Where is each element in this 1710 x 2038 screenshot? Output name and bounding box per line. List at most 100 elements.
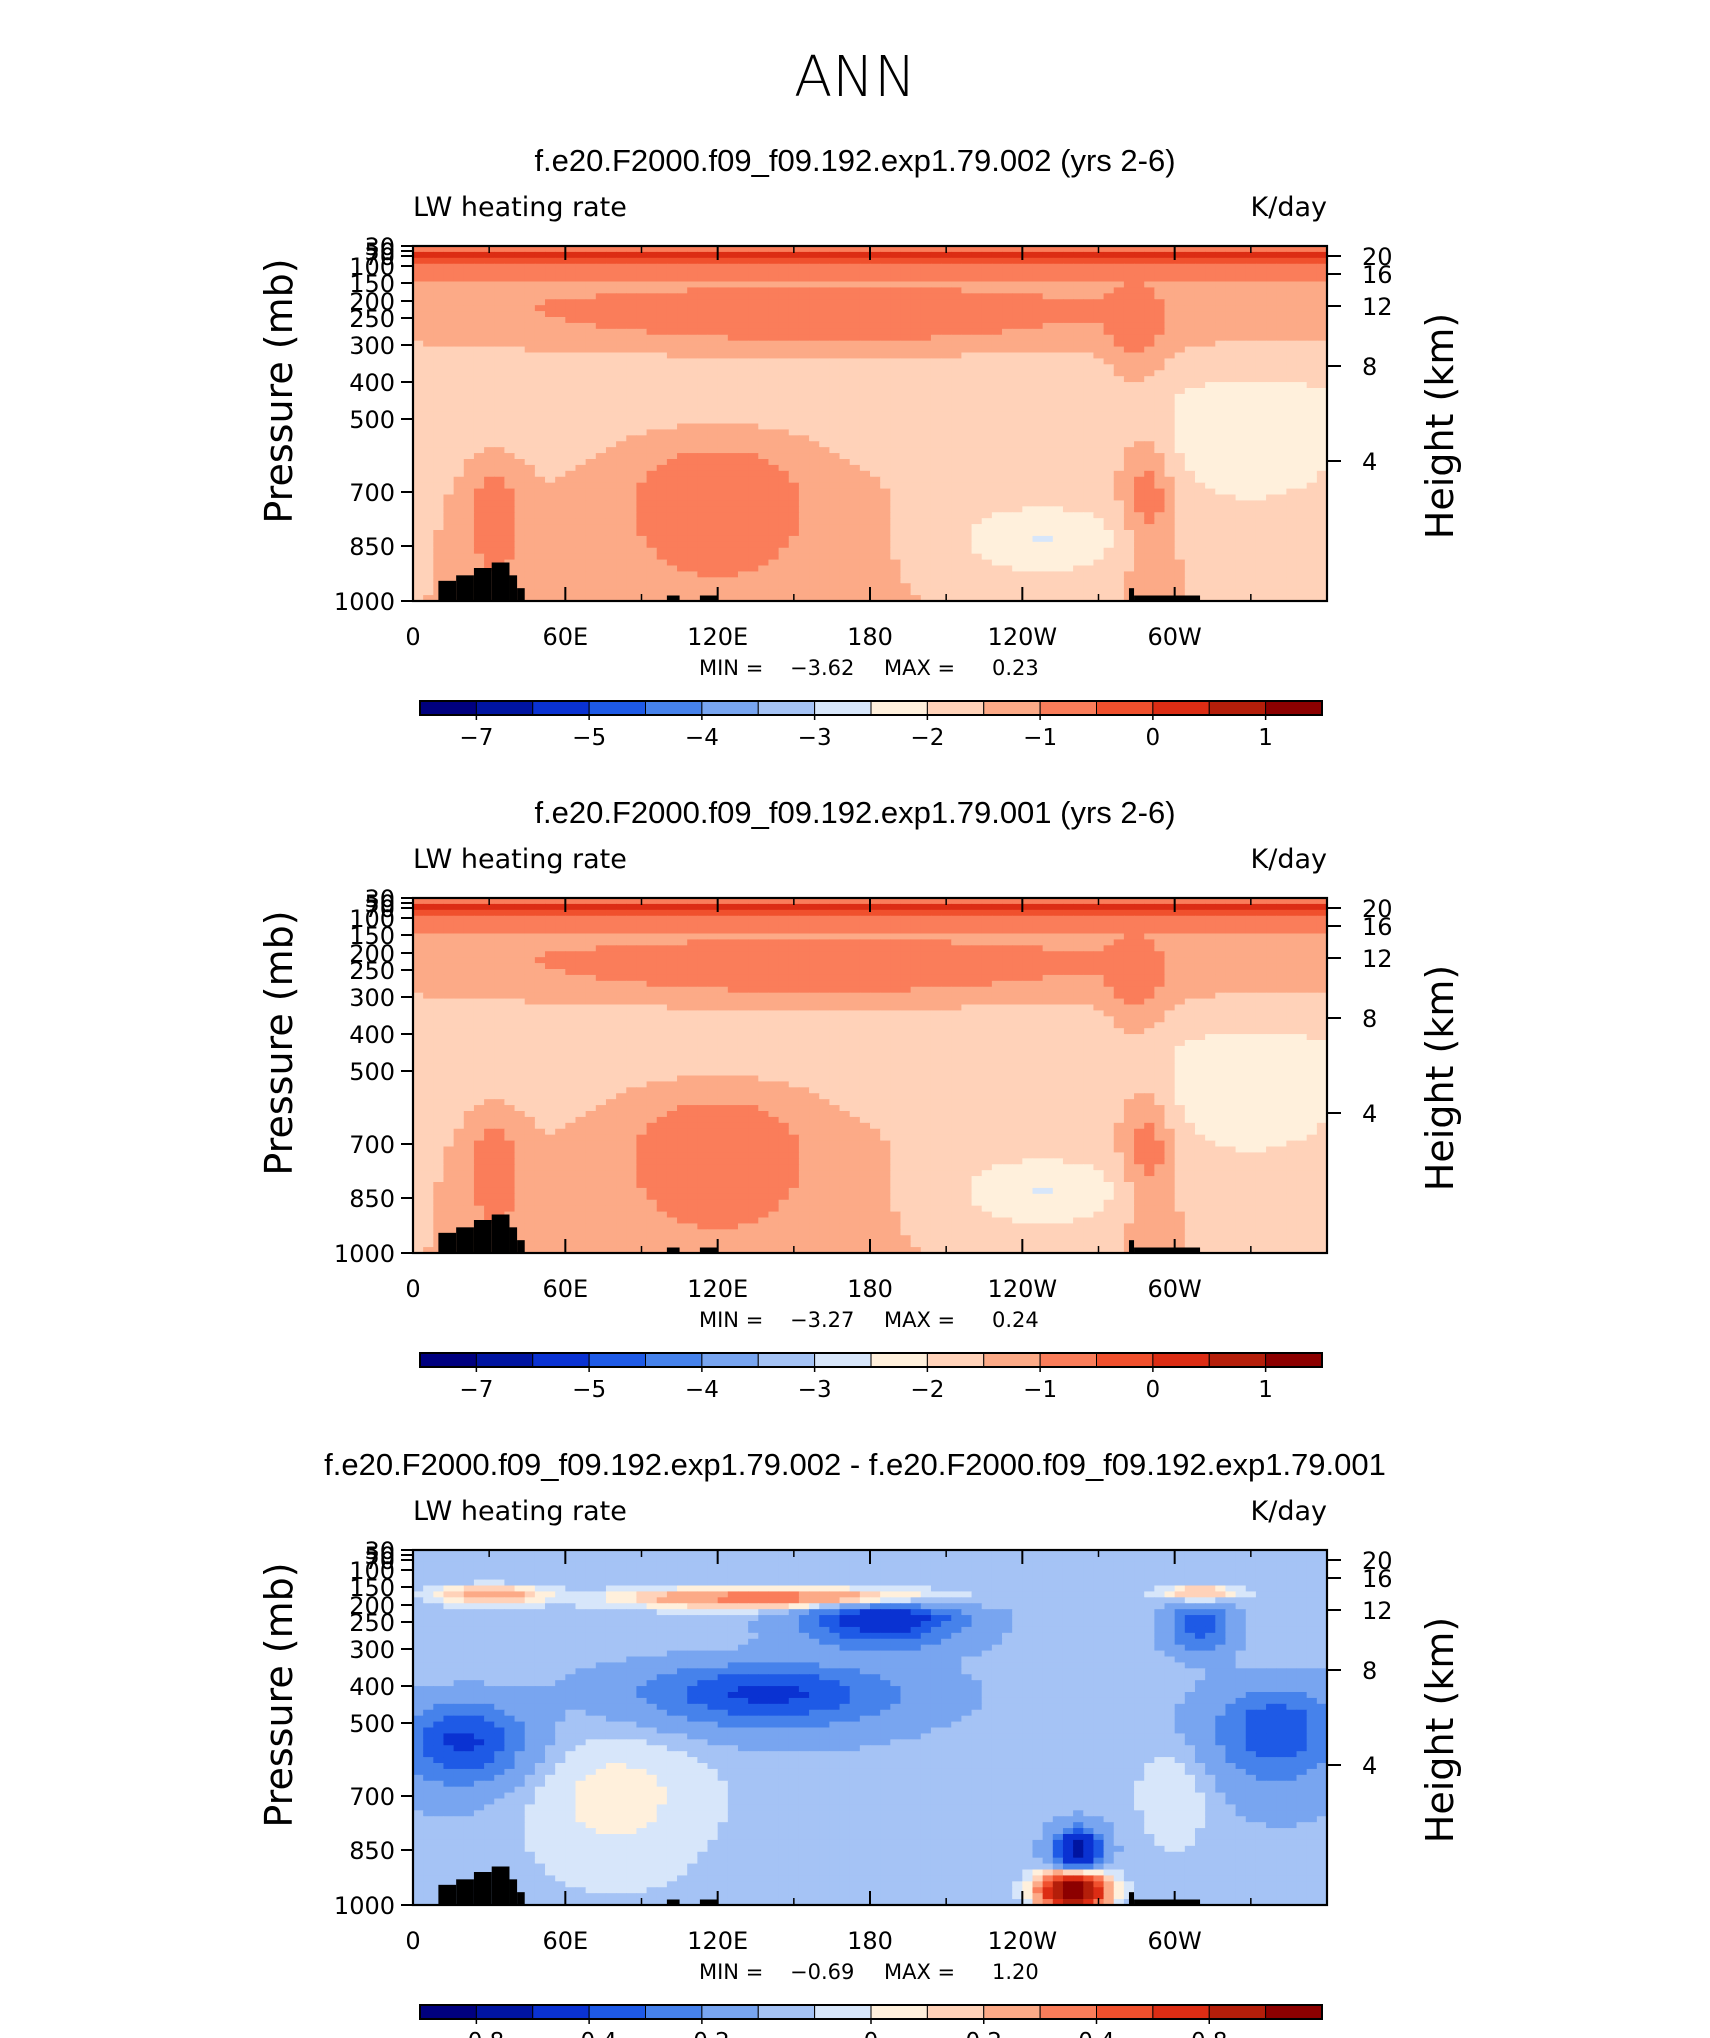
field-cell [788, 269, 800, 277]
field-cell [524, 565, 536, 573]
field-cell [1235, 417, 1247, 425]
field-cell [545, 506, 556, 513]
field-cell [646, 399, 658, 407]
field-cell [1286, 476, 1298, 484]
field-cell [423, 547, 434, 555]
field-cell [1144, 565, 1155, 573]
field-cell [1184, 435, 1196, 442]
field-cell [555, 459, 566, 466]
field-cell [616, 263, 627, 271]
field-cell [880, 482, 891, 490]
field-cell [697, 530, 709, 537]
field-cell [666, 269, 678, 277]
field-cell [1052, 470, 1064, 478]
field-cell [453, 393, 465, 401]
field-cell [778, 500, 790, 507]
field-cell [413, 393, 424, 401]
field-cell [1022, 358, 1034, 365]
field-cell [1245, 530, 1257, 537]
field-cell [1103, 405, 1115, 413]
field-cell [433, 476, 445, 484]
field-cell [1113, 500, 1125, 507]
field-cell [870, 441, 881, 448]
field-cell [737, 388, 749, 395]
field-cell [829, 559, 841, 567]
field-cell [616, 364, 627, 371]
field-cell [758, 423, 770, 431]
field-cell [1245, 535, 1257, 543]
field-cell [545, 447, 556, 454]
field-cell [758, 453, 770, 460]
field-cell [900, 512, 912, 519]
field-cell [1002, 565, 1013, 573]
field-cell [748, 553, 759, 561]
field-cell [605, 293, 617, 300]
field-cell [768, 275, 780, 283]
field-cell [819, 464, 830, 472]
field-cell [595, 340, 607, 348]
field-cell [717, 364, 729, 371]
field-cell [1062, 500, 1074, 507]
field-cell [910, 541, 922, 549]
field-cell [656, 494, 668, 502]
field-cell [1022, 334, 1034, 342]
field-cell [1194, 364, 1206, 371]
field-cell [504, 334, 516, 342]
field-cell [961, 287, 973, 294]
field-cell [1073, 257, 1084, 265]
field-cell [1255, 376, 1267, 383]
field-cell [788, 334, 800, 342]
field-cell [971, 417, 983, 425]
field-cell [545, 488, 556, 496]
field-cell [961, 524, 973, 531]
field-cell [677, 559, 688, 567]
field-cell [1144, 559, 1155, 567]
field-cell [809, 470, 820, 478]
field-cell [991, 518, 1003, 525]
field-cell [524, 411, 536, 419]
field-cell [819, 287, 830, 294]
field-cell [1093, 470, 1105, 478]
field-cell [849, 358, 861, 365]
field-cell [697, 411, 709, 419]
field-cell [1174, 565, 1186, 573]
field-cell [433, 405, 445, 413]
field-cell [819, 500, 830, 507]
field-cell [930, 411, 942, 419]
field-cell [1164, 322, 1176, 330]
field-cell [900, 299, 912, 306]
field-cell [565, 512, 577, 519]
field-cell [453, 382, 465, 389]
field-cell [1093, 565, 1105, 573]
field-cell [1266, 535, 1277, 543]
field-cell [1215, 251, 1227, 259]
field-cell [463, 423, 475, 431]
field-cell [1266, 435, 1277, 442]
field-cell [1164, 269, 1176, 277]
field-cell [687, 346, 698, 354]
field-cell [809, 488, 820, 496]
field-cell [524, 518, 536, 525]
field-cell [413, 464, 424, 472]
field-cell [1022, 311, 1034, 318]
field-cell [819, 488, 830, 496]
field-cell [423, 488, 434, 496]
field-cell [1083, 293, 1095, 300]
field-cell [707, 506, 719, 513]
field-cell [1205, 423, 1216, 431]
field-cell [677, 541, 688, 549]
field-cell [1154, 500, 1166, 507]
field-cell [453, 482, 465, 490]
field-cell [1093, 447, 1105, 454]
field-cell [1083, 464, 1095, 472]
field-cell [646, 405, 658, 413]
field-cell [727, 322, 739, 330]
field-cell [1052, 429, 1064, 436]
field-cell [991, 541, 1003, 549]
field-cell [1012, 299, 1023, 306]
field-cell [666, 470, 678, 478]
field-cell [951, 530, 962, 537]
field-cell [737, 494, 749, 502]
field-cell [1174, 382, 1186, 389]
field-cell [636, 352, 648, 360]
